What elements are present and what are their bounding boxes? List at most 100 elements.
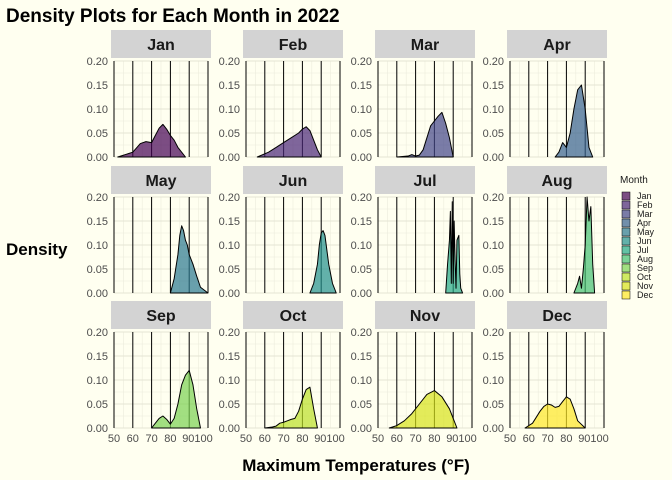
y-tick-label: 0.05 bbox=[351, 399, 372, 411]
y-tick-label: 0.15 bbox=[87, 351, 108, 363]
y-tick-label: 0.05 bbox=[351, 264, 372, 276]
y-tick-label: 0.05 bbox=[219, 264, 240, 276]
legend-label-may: May bbox=[637, 227, 655, 237]
y-tick-label: 0.15 bbox=[87, 216, 108, 228]
legend-label-jan: Jan bbox=[637, 191, 652, 201]
x-tick-label: 70 bbox=[277, 433, 289, 445]
legend: Month JanFebMarAprMayJunJulAugSepOctNovD… bbox=[620, 175, 655, 300]
y-tick-label: 0.20 bbox=[219, 192, 240, 204]
density-area-may bbox=[169, 225, 209, 294]
y-tick-label: 0.10 bbox=[219, 104, 240, 116]
density-area-oct bbox=[264, 386, 318, 429]
strip-label: Jan bbox=[147, 37, 175, 54]
x-tick-label: 60 bbox=[127, 433, 139, 445]
density-area-jan bbox=[117, 123, 186, 158]
legend-key-jan bbox=[621, 191, 631, 201]
y-axis-title: Density bbox=[6, 240, 68, 259]
x-tick-label: 70 bbox=[541, 433, 553, 445]
panel-jun: Jun 0.00 0.05 0.10 0.15 0.20 bbox=[219, 166, 343, 300]
x-tick-label: 90100 bbox=[182, 433, 213, 445]
y-tick-label: 0.10 bbox=[483, 104, 504, 116]
strip-aug bbox=[507, 166, 607, 194]
y-tick-label: 0.15 bbox=[483, 351, 504, 363]
strip-label: Dec bbox=[542, 308, 571, 325]
x-tick-label: 80 bbox=[296, 433, 308, 445]
y-tick-label: 0.00 bbox=[351, 288, 372, 300]
x-tick-label: 80 bbox=[164, 433, 176, 445]
y-tick-label: 0.00 bbox=[87, 152, 108, 164]
legend-label-jun: Jun bbox=[637, 236, 652, 246]
legend-key-aug bbox=[621, 254, 631, 264]
legend-key-dec bbox=[621, 290, 631, 300]
legend-label-aug: Aug bbox=[637, 254, 653, 264]
x-tick-label: 90100 bbox=[578, 433, 609, 445]
x-tick-label: 50 bbox=[372, 433, 384, 445]
y-tick-label: 0.15 bbox=[219, 216, 240, 228]
strip-label: Aug bbox=[541, 173, 572, 190]
y-tick-label: 0.15 bbox=[87, 80, 108, 92]
y-tick-label: 0.20 bbox=[351, 56, 372, 68]
y-tick-label: 0.20 bbox=[87, 192, 108, 204]
strip-apr bbox=[507, 30, 607, 58]
y-tick-label: 0.05 bbox=[87, 128, 108, 140]
y-tick-label: 0.20 bbox=[351, 192, 372, 204]
facet-panels: Jan 0.00 0.05 0.10 0.15 0.20 Feb 0.00 0.05 0.10 0.… bbox=[87, 30, 609, 445]
y-tick-label: 0.15 bbox=[351, 216, 372, 228]
strip-label: Jun bbox=[279, 173, 307, 190]
legend-label-sep: Sep bbox=[637, 263, 653, 273]
density-area-nov bbox=[388, 390, 458, 429]
strip-label: Mar bbox=[411, 37, 439, 54]
y-tick-label: 0.00 bbox=[483, 423, 504, 435]
legend-key-apr bbox=[621, 218, 631, 228]
y-tick-label: 0.15 bbox=[483, 216, 504, 228]
y-tick-label: 0.10 bbox=[351, 240, 372, 252]
density-area-sep bbox=[151, 369, 201, 429]
strip-label: Oct bbox=[280, 308, 307, 325]
legend-key-jul bbox=[621, 245, 631, 255]
panel-feb: Feb 0.00 0.05 0.10 0.15 0.20 bbox=[219, 30, 343, 164]
density-area-apr bbox=[554, 84, 594, 158]
y-tick-label: 0.15 bbox=[483, 80, 504, 92]
x-tick-label: 90100 bbox=[446, 433, 477, 445]
y-tick-label: 0.10 bbox=[87, 240, 108, 252]
strip-dec bbox=[507, 301, 607, 329]
y-tick-label: 0.00 bbox=[483, 152, 504, 164]
legend-label-apr: Apr bbox=[637, 218, 651, 228]
y-tick-label: 0.05 bbox=[87, 399, 108, 411]
legend-key-oct bbox=[621, 272, 631, 282]
strip-label: Apr bbox=[543, 37, 571, 54]
y-tick-label: 0.15 bbox=[351, 80, 372, 92]
density-area-feb bbox=[256, 126, 322, 158]
y-tick-label: 0.15 bbox=[219, 80, 240, 92]
panel-aug: Aug 0.00 0.05 0.10 0.15 0.20 bbox=[483, 166, 607, 300]
y-tick-label: 0.20 bbox=[483, 192, 504, 204]
x-axis-title: Maximum Temperatures (°F) bbox=[242, 456, 470, 475]
x-tick-label: 70 bbox=[409, 433, 421, 445]
panel-mar: Mar 0.00 0.05 0.10 0.15 0.20 bbox=[351, 30, 475, 164]
y-tick-label: 0.05 bbox=[219, 399, 240, 411]
panel-may: May 0.00 0.05 0.10 0.15 0.20 bbox=[87, 166, 211, 300]
x-tick-label: 50 bbox=[240, 433, 252, 445]
legend-key-mar bbox=[621, 209, 631, 219]
y-tick-label: 0.05 bbox=[483, 399, 504, 411]
strip-jan bbox=[111, 30, 211, 58]
y-tick-label: 0.05 bbox=[87, 264, 108, 276]
strip-label: May bbox=[145, 173, 176, 190]
strip-oct bbox=[243, 301, 343, 329]
y-tick-label: 0.10 bbox=[87, 104, 108, 116]
x-tick-label: 80 bbox=[560, 433, 572, 445]
y-tick-label: 0.20 bbox=[219, 56, 240, 68]
density-area-aug bbox=[573, 196, 596, 294]
y-tick-label: 0.20 bbox=[483, 327, 504, 339]
y-tick-label: 0.10 bbox=[351, 375, 372, 387]
y-tick-label: 0.05 bbox=[483, 128, 504, 140]
panel-sep: Sep 0.00 0.05 0.10 0.15 0.20 50 60 70 80 90100 bbox=[87, 301, 213, 445]
y-tick-label: 0.20 bbox=[87, 327, 108, 339]
x-tick-label: 50 bbox=[504, 433, 516, 445]
legend-key-nov bbox=[621, 281, 631, 291]
legend-label-feb: Feb bbox=[637, 200, 653, 210]
y-tick-label: 0.10 bbox=[219, 375, 240, 387]
density-area-jul bbox=[445, 201, 464, 294]
legend-key-may bbox=[621, 227, 631, 237]
